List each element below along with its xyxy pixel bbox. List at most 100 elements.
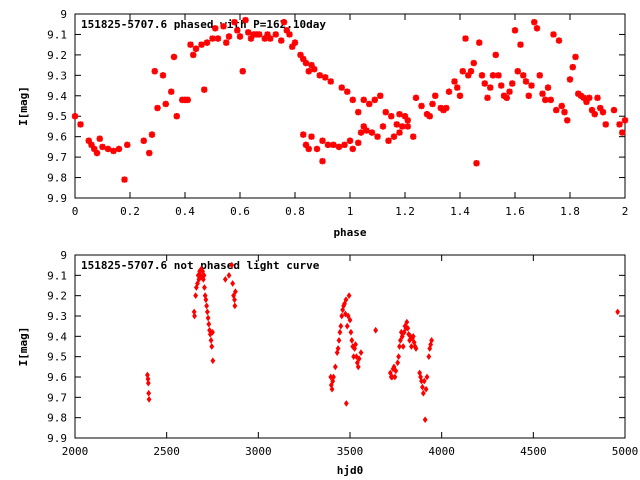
data-point <box>445 88 453 95</box>
data-point <box>124 141 131 149</box>
data-point <box>256 31 263 38</box>
data-point <box>338 84 345 91</box>
data-point <box>522 78 530 85</box>
data-point <box>355 363 361 371</box>
data-point <box>550 31 557 38</box>
y-tick-label: 9.5 <box>47 351 67 364</box>
data-point <box>191 308 197 316</box>
data-point <box>339 312 345 320</box>
y-tick-label: 9.2 <box>47 290 67 303</box>
data-point <box>481 80 488 87</box>
y-tick-label: 9.1 <box>47 269 67 282</box>
data-point <box>354 353 359 361</box>
data-point <box>355 108 362 116</box>
data-point <box>203 39 211 46</box>
y-tick-label: 9.6 <box>47 131 67 144</box>
data-point <box>349 145 356 153</box>
data-point <box>201 271 207 279</box>
data-point <box>399 332 405 340</box>
data-point <box>564 117 571 124</box>
data-point <box>195 280 200 287</box>
data-point <box>473 160 480 167</box>
data-point <box>427 345 433 352</box>
data-point <box>115 145 123 153</box>
y-tick-label: 9.7 <box>47 391 67 404</box>
data-point <box>616 121 623 128</box>
data-point <box>331 373 336 381</box>
y-tick-label: 9.3 <box>47 69 67 82</box>
plot-title: 151825-5707.6 not phased light curve <box>81 259 320 272</box>
y-axis-title: I[mag] <box>17 86 30 126</box>
data-point <box>385 137 392 144</box>
data-point <box>404 123 411 130</box>
data-point <box>159 72 167 79</box>
x-tick-label: 0.4 <box>175 205 195 218</box>
data-point <box>610 106 618 114</box>
data-point <box>363 127 370 134</box>
data-point <box>396 110 403 118</box>
y-tick-label: 9.4 <box>47 90 67 103</box>
y-tick-label: 9.8 <box>47 172 67 185</box>
data-point <box>223 39 230 46</box>
data-point <box>412 94 420 102</box>
x-tick-label: 2500 <box>153 445 180 458</box>
data-point <box>236 33 244 40</box>
data-point <box>300 55 307 63</box>
x-tick-label: 1 <box>347 205 354 218</box>
data-point <box>350 343 356 350</box>
data-point <box>330 141 337 149</box>
data-point <box>330 377 336 385</box>
data-point <box>77 121 84 128</box>
data-point <box>520 72 527 79</box>
data-point <box>209 343 215 350</box>
data-point <box>420 389 426 397</box>
data-point <box>202 292 208 300</box>
data-point <box>209 35 216 42</box>
data-point <box>420 383 425 391</box>
data-point <box>396 129 403 136</box>
data-point <box>467 68 475 75</box>
data-point <box>145 379 151 387</box>
data-point <box>602 121 609 128</box>
data-point <box>239 68 246 75</box>
x-tick-label: 2000 <box>62 445 89 458</box>
data-point <box>319 158 326 165</box>
data-point <box>599 108 607 116</box>
data-point <box>343 296 349 304</box>
data-point <box>349 337 355 344</box>
data-point <box>96 135 103 142</box>
data-point <box>334 349 340 356</box>
x-tick-label: 5000 <box>612 445 639 458</box>
data-point <box>424 373 430 381</box>
data-point <box>591 110 598 118</box>
data-point <box>210 357 216 365</box>
data-point <box>358 349 364 356</box>
data-point <box>264 31 271 38</box>
y-axis-title: I[mag] <box>17 327 30 367</box>
data-point <box>583 98 590 106</box>
data-point <box>544 84 552 91</box>
y-tick-label: 9 <box>60 249 67 262</box>
data-point <box>110 147 117 155</box>
data-point <box>291 39 299 46</box>
data-point <box>202 284 207 291</box>
data-point <box>198 271 203 279</box>
data-point <box>289 43 296 50</box>
data-point <box>405 324 411 332</box>
data-point <box>426 113 433 120</box>
data-point <box>222 276 228 283</box>
data-point <box>410 133 417 140</box>
data-point <box>429 337 434 344</box>
y-tick-label: 9.7 <box>47 151 67 164</box>
data-point <box>204 302 210 310</box>
data-point <box>316 72 323 79</box>
data-point <box>566 76 574 83</box>
data-point <box>553 106 560 114</box>
data-point <box>233 288 238 295</box>
data-point <box>478 72 486 79</box>
data-point <box>594 94 601 102</box>
x-axis-title: hjd0 <box>337 464 364 477</box>
data-point <box>208 337 214 344</box>
x-tick-label: 1.6 <box>505 205 525 218</box>
